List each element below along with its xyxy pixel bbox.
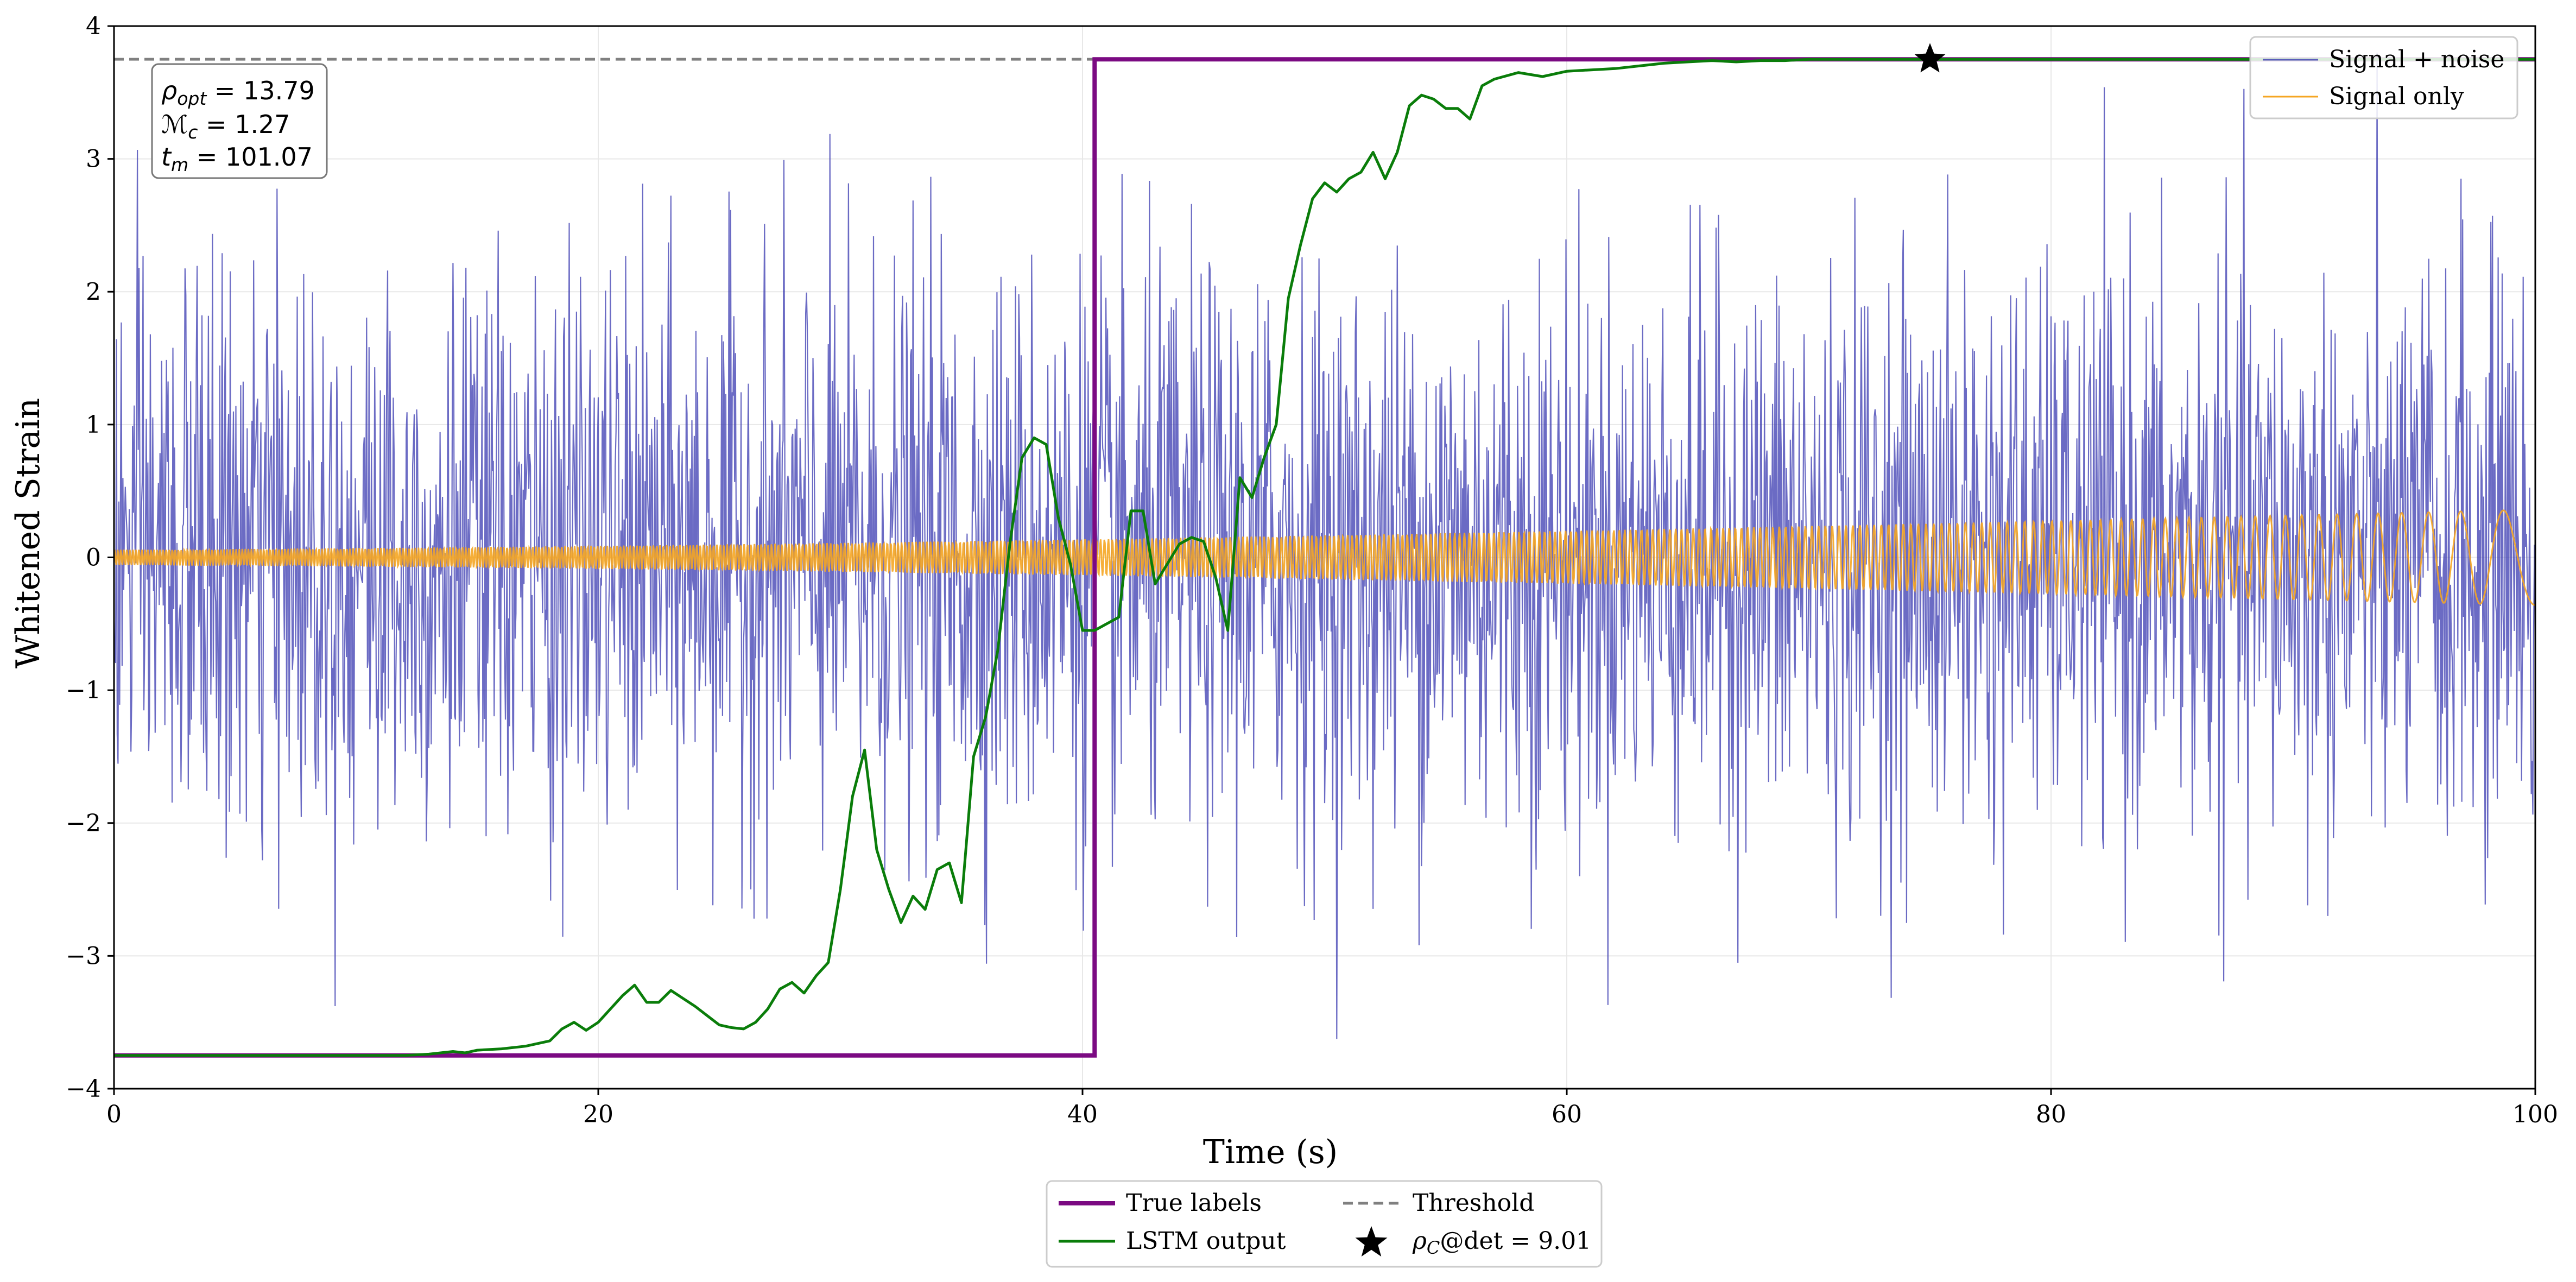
y-tick-label: 2 <box>86 278 101 306</box>
annotation-rho-opt: ρopt = 13.79 <box>161 76 315 109</box>
x-tick-label: 100 <box>2512 1101 2558 1128</box>
y-tick-label: −2 <box>66 810 101 837</box>
x-tick-label: 60 <box>1552 1101 1582 1128</box>
legend-label-detection: ρC@det = 9.01 <box>1412 1227 1591 1258</box>
legend-label-lstm-output: LSTM output <box>1126 1227 1286 1255</box>
series-signal-only <box>113 509 2536 607</box>
annotation-box: ρopt = 13.79 ℳc = 1.27 tm = 101.07 <box>151 63 328 179</box>
y-tick-label: 4 <box>86 12 101 40</box>
ticks: 0 20 40 60 80 100 −4 −3 −2 −1 0 1 2 3 4 <box>66 12 2558 1128</box>
y-tick-label: 3 <box>86 146 101 173</box>
annotation-chirp-mass: ℳc = 1.27 <box>161 110 290 143</box>
y-axis-label: Whitened Strain <box>9 398 47 668</box>
detection-star-marker <box>1914 43 1946 73</box>
overlay-lines <box>114 43 2535 1058</box>
x-axis-label: Time (s) <box>1203 1133 1338 1171</box>
legend-label-signal-noise: Signal + noise <box>2329 46 2504 73</box>
legend-bottom: True labels LSTM output Threshold ρC@det… <box>1046 1180 1603 1268</box>
x-tick-label: 0 <box>106 1101 122 1128</box>
annotation-merger-time: tm = 101.07 <box>161 142 313 175</box>
y-tick-label: −4 <box>66 1075 101 1103</box>
y-tick-label: −1 <box>66 677 101 704</box>
legend-bottom-frame <box>1046 1180 1603 1268</box>
legend-top-right: Signal + noise Signal only <box>2249 36 2518 119</box>
lstm-output-line <box>114 58 2535 1057</box>
y-tick-label: −3 <box>66 942 101 970</box>
annotation-frame <box>151 63 328 179</box>
y-tick-label: 0 <box>86 544 101 572</box>
legend-label-true-labels: True labels <box>1126 1189 1262 1217</box>
signal-only-line <box>113 509 2536 607</box>
y-tick-label: 1 <box>86 411 101 439</box>
x-tick-label: 40 <box>1067 1101 1098 1128</box>
x-tick-label: 20 <box>583 1101 613 1128</box>
legend-label-threshold: Threshold <box>1413 1189 1534 1217</box>
legend-top-right-frame <box>2249 36 2518 119</box>
legend-swatch-detection-star <box>1355 1226 1388 1257</box>
x-tick-label: 80 <box>2036 1101 2066 1128</box>
legend-label-signal-only: Signal only <box>2329 83 2464 110</box>
